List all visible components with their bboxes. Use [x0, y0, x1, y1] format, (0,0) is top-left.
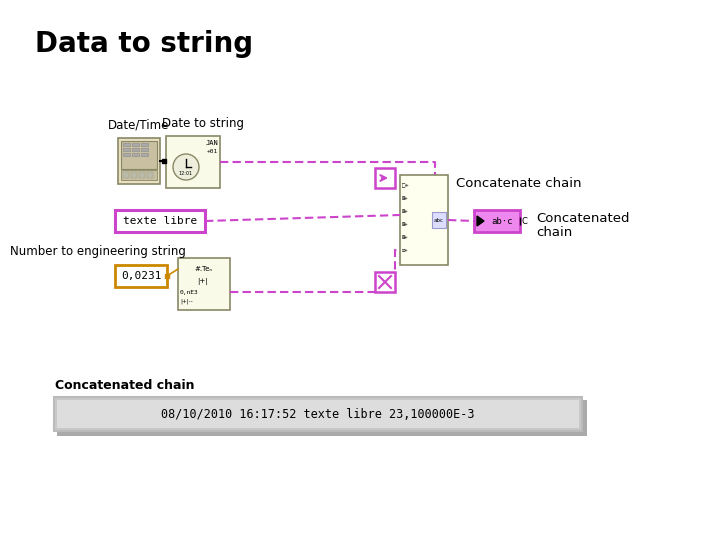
Bar [57, 400, 587, 436]
Bar [123, 148, 130, 151]
Text: ⊠+: ⊠+ [402, 235, 408, 240]
Text: ⊠+: ⊠+ [402, 209, 408, 214]
Text: JAN: JAN [205, 140, 218, 146]
Bar [474, 210, 520, 232]
Text: Concatenated chain: Concatenated chain [55, 379, 194, 392]
Bar [123, 172, 129, 178]
Bar [121, 141, 157, 169]
Bar [115, 210, 205, 232]
Text: chain: chain [536, 226, 572, 239]
Bar [139, 172, 145, 178]
Text: 0,nE3: 0,nE3 [180, 290, 199, 295]
Text: texte libre: texte libre [123, 216, 197, 226]
Text: ⊠+: ⊠+ [402, 196, 408, 201]
Bar [118, 138, 160, 184]
Bar [115, 265, 167, 287]
Text: ab·c: ab·c [491, 217, 513, 226]
Text: Date to string: Date to string [162, 117, 244, 130]
Text: ☑+: ☑+ [402, 248, 408, 253]
Bar [432, 212, 446, 228]
Text: Number to engineering string: Number to engineering string [10, 246, 186, 259]
Polygon shape [477, 216, 484, 226]
Text: Date/Time: Date/Time [108, 119, 170, 132]
Bar [166, 136, 220, 188]
Text: C: C [522, 217, 528, 226]
Circle shape [173, 154, 199, 180]
Text: Data to string: Data to string [35, 30, 253, 58]
Bar [178, 258, 230, 310]
Text: #.Teₙ: #.Teₙ [195, 266, 213, 272]
Bar [375, 272, 395, 292]
Bar [132, 143, 139, 146]
Bar [132, 153, 139, 156]
Bar [141, 143, 148, 146]
Bar [131, 172, 137, 178]
Text: |+|--: |+|-- [180, 299, 193, 305]
Text: Concatenate chain: Concatenate chain [456, 177, 582, 190]
Text: □+: □+ [402, 183, 408, 188]
Text: Concatenated: Concatenated [536, 212, 629, 225]
Bar [141, 148, 148, 151]
Bar [57, 400, 579, 428]
Bar [400, 175, 448, 265]
Text: 0,0231: 0,0231 [121, 271, 161, 281]
Text: +01: +01 [207, 149, 218, 154]
Bar [54, 397, 582, 431]
Bar [123, 153, 130, 156]
Text: 12:01: 12:01 [179, 171, 193, 176]
Bar [147, 172, 153, 178]
Text: abc: abc [434, 218, 444, 222]
Text: |+|: |+| [197, 278, 207, 285]
Bar [132, 148, 139, 151]
Bar [375, 168, 395, 188]
Text: ⊠+: ⊠+ [402, 222, 408, 227]
Bar [121, 170, 157, 180]
Bar [123, 143, 130, 146]
Bar [141, 153, 148, 156]
Text: 08/10/2010 16:17:52 texte libre 23,100000E-3: 08/10/2010 16:17:52 texte libre 23,10000… [161, 408, 474, 421]
